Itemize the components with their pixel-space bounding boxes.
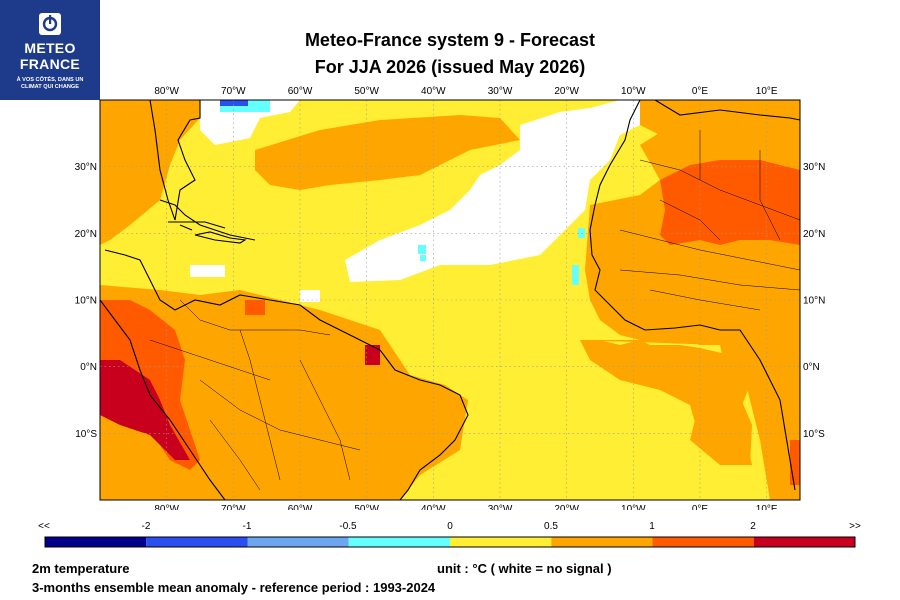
lon-tick-label: 10°E: [756, 86, 778, 97]
colorbar-segment: [450, 537, 552, 547]
colorbar-label: 0: [447, 521, 453, 532]
lat-tick-label: 0°N: [80, 362, 97, 373]
lon-tick-label: 70°W: [221, 86, 246, 97]
colorbar-label: 0.5: [544, 521, 558, 532]
colorbar-label: -1: [242, 521, 252, 532]
lon-tick-label: 10°E: [756, 504, 778, 510]
lat-tick-label: 10°S: [75, 429, 97, 440]
lat-tick-labels-left: 30°N 20°N 10°N 0°N 10°S: [75, 162, 98, 440]
lon-tick-label: 60°W: [288, 86, 313, 97]
colorbar-segment: [247, 537, 349, 547]
lon-tick-label: 20°W: [554, 86, 579, 97]
lon-tick-label: 40°W: [421, 504, 446, 510]
colorbar-label-min: <<: [38, 521, 50, 532]
lon-tick-label: 80°W: [154, 86, 179, 97]
colorbar-label: -2: [141, 521, 151, 532]
lon-tick-label: 60°W: [288, 504, 313, 510]
lon-tick-label: 70°W: [221, 504, 246, 510]
lon-tick-label: 80°W: [154, 504, 179, 510]
lat-tick-label: 10°S: [803, 429, 825, 440]
colorbar-segment: [753, 537, 855, 547]
lat-tick-label: 0°N: [803, 362, 820, 373]
lat-tick-label: 10°N: [803, 296, 825, 307]
lat-tick-label: 20°N: [803, 229, 825, 240]
lon-tick-label: 30°W: [488, 504, 513, 510]
colorbar-label: 1: [649, 521, 655, 532]
coastlines: [100, 100, 800, 500]
meteo-france-logo-icon: [39, 13, 61, 35]
logo-tagline-line2: CLIMAT QUI CHANGE: [20, 84, 79, 90]
colorbar-segment: [348, 537, 450, 547]
lat-tick-label: 30°N: [75, 162, 97, 173]
variable-label: 2m temperature: [32, 561, 130, 576]
anomaly-description: 3-months ensemble mean anomaly - referen…: [32, 580, 436, 595]
anomaly-map: 80°W 70°W 60°W 50°W 40°W 30°W 20°W 10°W 0°E 10°E …: [75, 86, 826, 510]
logo-tagline-line1: À VOS CÔTÉS, DANS UN: [16, 77, 84, 83]
lon-tick-label: 40°W: [421, 86, 446, 97]
colorbar-segment: [146, 537, 248, 547]
lon-tick-label: 30°W: [488, 86, 513, 97]
lon-tick-label: 10°W: [621, 504, 646, 510]
meteo-france-logo: METEO FRANCE À VOS CÔTÉS, DANS UN CLIMAT…: [0, 0, 100, 100]
lon-tick-labels-bottom: 80°W 70°W 60°W 50°W 40°W 30°W 20°W 10°W 0°E 10°E: [154, 504, 778, 510]
colorbar-segment: [652, 537, 754, 547]
colorbar-frame: [44, 536, 856, 548]
anomaly-field: [100, 100, 800, 500]
lon-tick-label: 20°W: [554, 504, 579, 510]
lon-tick-label: 0°E: [692, 86, 709, 97]
colorbar-segment: [45, 537, 147, 547]
forecast-title: Meteo-France system 9 - Forecast: [304, 30, 596, 50]
lat-tick-label: 30°N: [803, 162, 825, 173]
lon-tick-labels-top: 80°W 70°W 60°W 50°W 40°W 30°W 20°W 10°W 0°E 10°E: [154, 86, 778, 97]
forecast-subtitle: For JJA 2026 (issued May 2026): [314, 57, 586, 77]
colorbar-label: -0.5: [339, 521, 357, 532]
lat-tick-labels-right: 30°N 20°N 10°N 0°N 10°S: [803, 162, 825, 440]
colorbar-label: 2: [750, 521, 756, 532]
lon-tick-label: 50°W: [354, 504, 379, 510]
logo-name-line2: FRANCE: [19, 56, 81, 72]
map-frame: [99, 99, 801, 501]
lon-tick-label: 10°W: [621, 86, 646, 97]
lon-tick-label: 50°W: [354, 86, 379, 97]
unit-label: unit : °C ( white = no signal ): [437, 561, 612, 576]
colorbar-label-max: >>: [849, 521, 861, 532]
country-borders: [149, 130, 800, 491]
lat-tick-label: 20°N: [75, 229, 97, 240]
colorbar: [44, 536, 856, 548]
lat-tick-label: 10°N: [75, 296, 97, 307]
map-gridlines: [100, 100, 800, 500]
colorbar-segment: [551, 537, 653, 547]
logo-name-line1: METEO: [24, 40, 76, 56]
lon-tick-label: 0°E: [692, 504, 709, 510]
